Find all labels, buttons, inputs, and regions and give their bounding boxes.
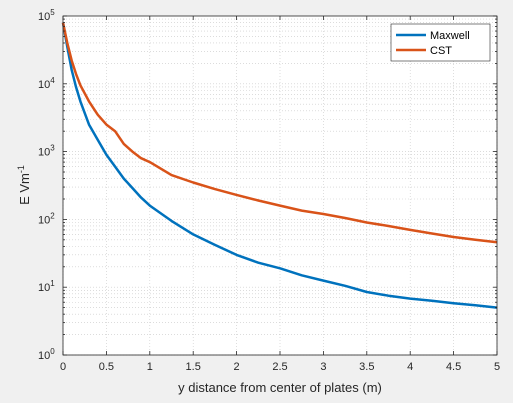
y-tick-label: 104 — [38, 76, 55, 91]
x-tick-label: 5 — [494, 361, 500, 373]
x-tick-label: 4 — [407, 361, 413, 373]
x-tick-label: 2 — [234, 361, 240, 373]
x-tick-label: 4.5 — [446, 361, 461, 373]
series-line-maxwell — [61, 22, 498, 309]
y-tick-label-base: 10 — [38, 350, 50, 362]
x-tick-label: 2.5 — [272, 361, 287, 373]
y-tick-label-base: 10 — [38, 147, 50, 159]
y-tick-label-base: 10 — [38, 79, 50, 91]
y-tick-label: 102 — [38, 211, 55, 226]
y-tick-label: 105 — [38, 8, 55, 23]
series-lines — [61, 22, 498, 309]
axis-ticks — [62, 15, 498, 356]
y-axis-label-superscript: -1 — [16, 165, 26, 173]
y-tick-label-exponent: 3 — [50, 144, 55, 153]
y-tick-label-exponent: 1 — [50, 279, 55, 288]
y-tick-label-exponent: 0 — [50, 347, 55, 356]
x-tick-label: 3.5 — [359, 361, 374, 373]
legend: Maxwell CST — [390, 23, 491, 62]
series-line-cst — [61, 22, 498, 244]
y-tick-label-exponent: 5 — [50, 8, 55, 17]
y-tick-label-exponent: 2 — [50, 211, 55, 220]
x-tick-label: 0.5 — [99, 361, 114, 373]
y-tick-label: 101 — [38, 279, 55, 294]
legend-box — [390, 23, 491, 62]
x-tick-label: 0 — [60, 361, 66, 373]
x-tick-label: 3 — [320, 361, 326, 373]
y-tick-label: 103 — [38, 144, 55, 159]
legend-label-cst: CST — [430, 45, 452, 57]
x-axis-label: y distance from center of plates (m) — [178, 380, 382, 395]
x-tick-label: 1.5 — [186, 361, 201, 373]
y-axis-label: E Vm-1 — [16, 165, 32, 205]
y-tick-label-exponent: 4 — [50, 76, 55, 85]
legend-label-maxwell: Maxwell — [430, 30, 470, 42]
y-tick-label: 100 — [38, 347, 55, 362]
grid — [62, 16, 498, 356]
x-tick-labels: 0 0.5 1 1.5 2 2.5 3 3.5 4 4.5 5 — [60, 361, 500, 373]
y-axis-label-main: E Vm — [17, 173, 32, 205]
y-tick-label-base: 10 — [38, 11, 50, 23]
x-tick-label: 1 — [147, 361, 153, 373]
y-tick-label-base: 10 — [38, 214, 50, 226]
y-tick-label-base: 10 — [38, 282, 50, 294]
